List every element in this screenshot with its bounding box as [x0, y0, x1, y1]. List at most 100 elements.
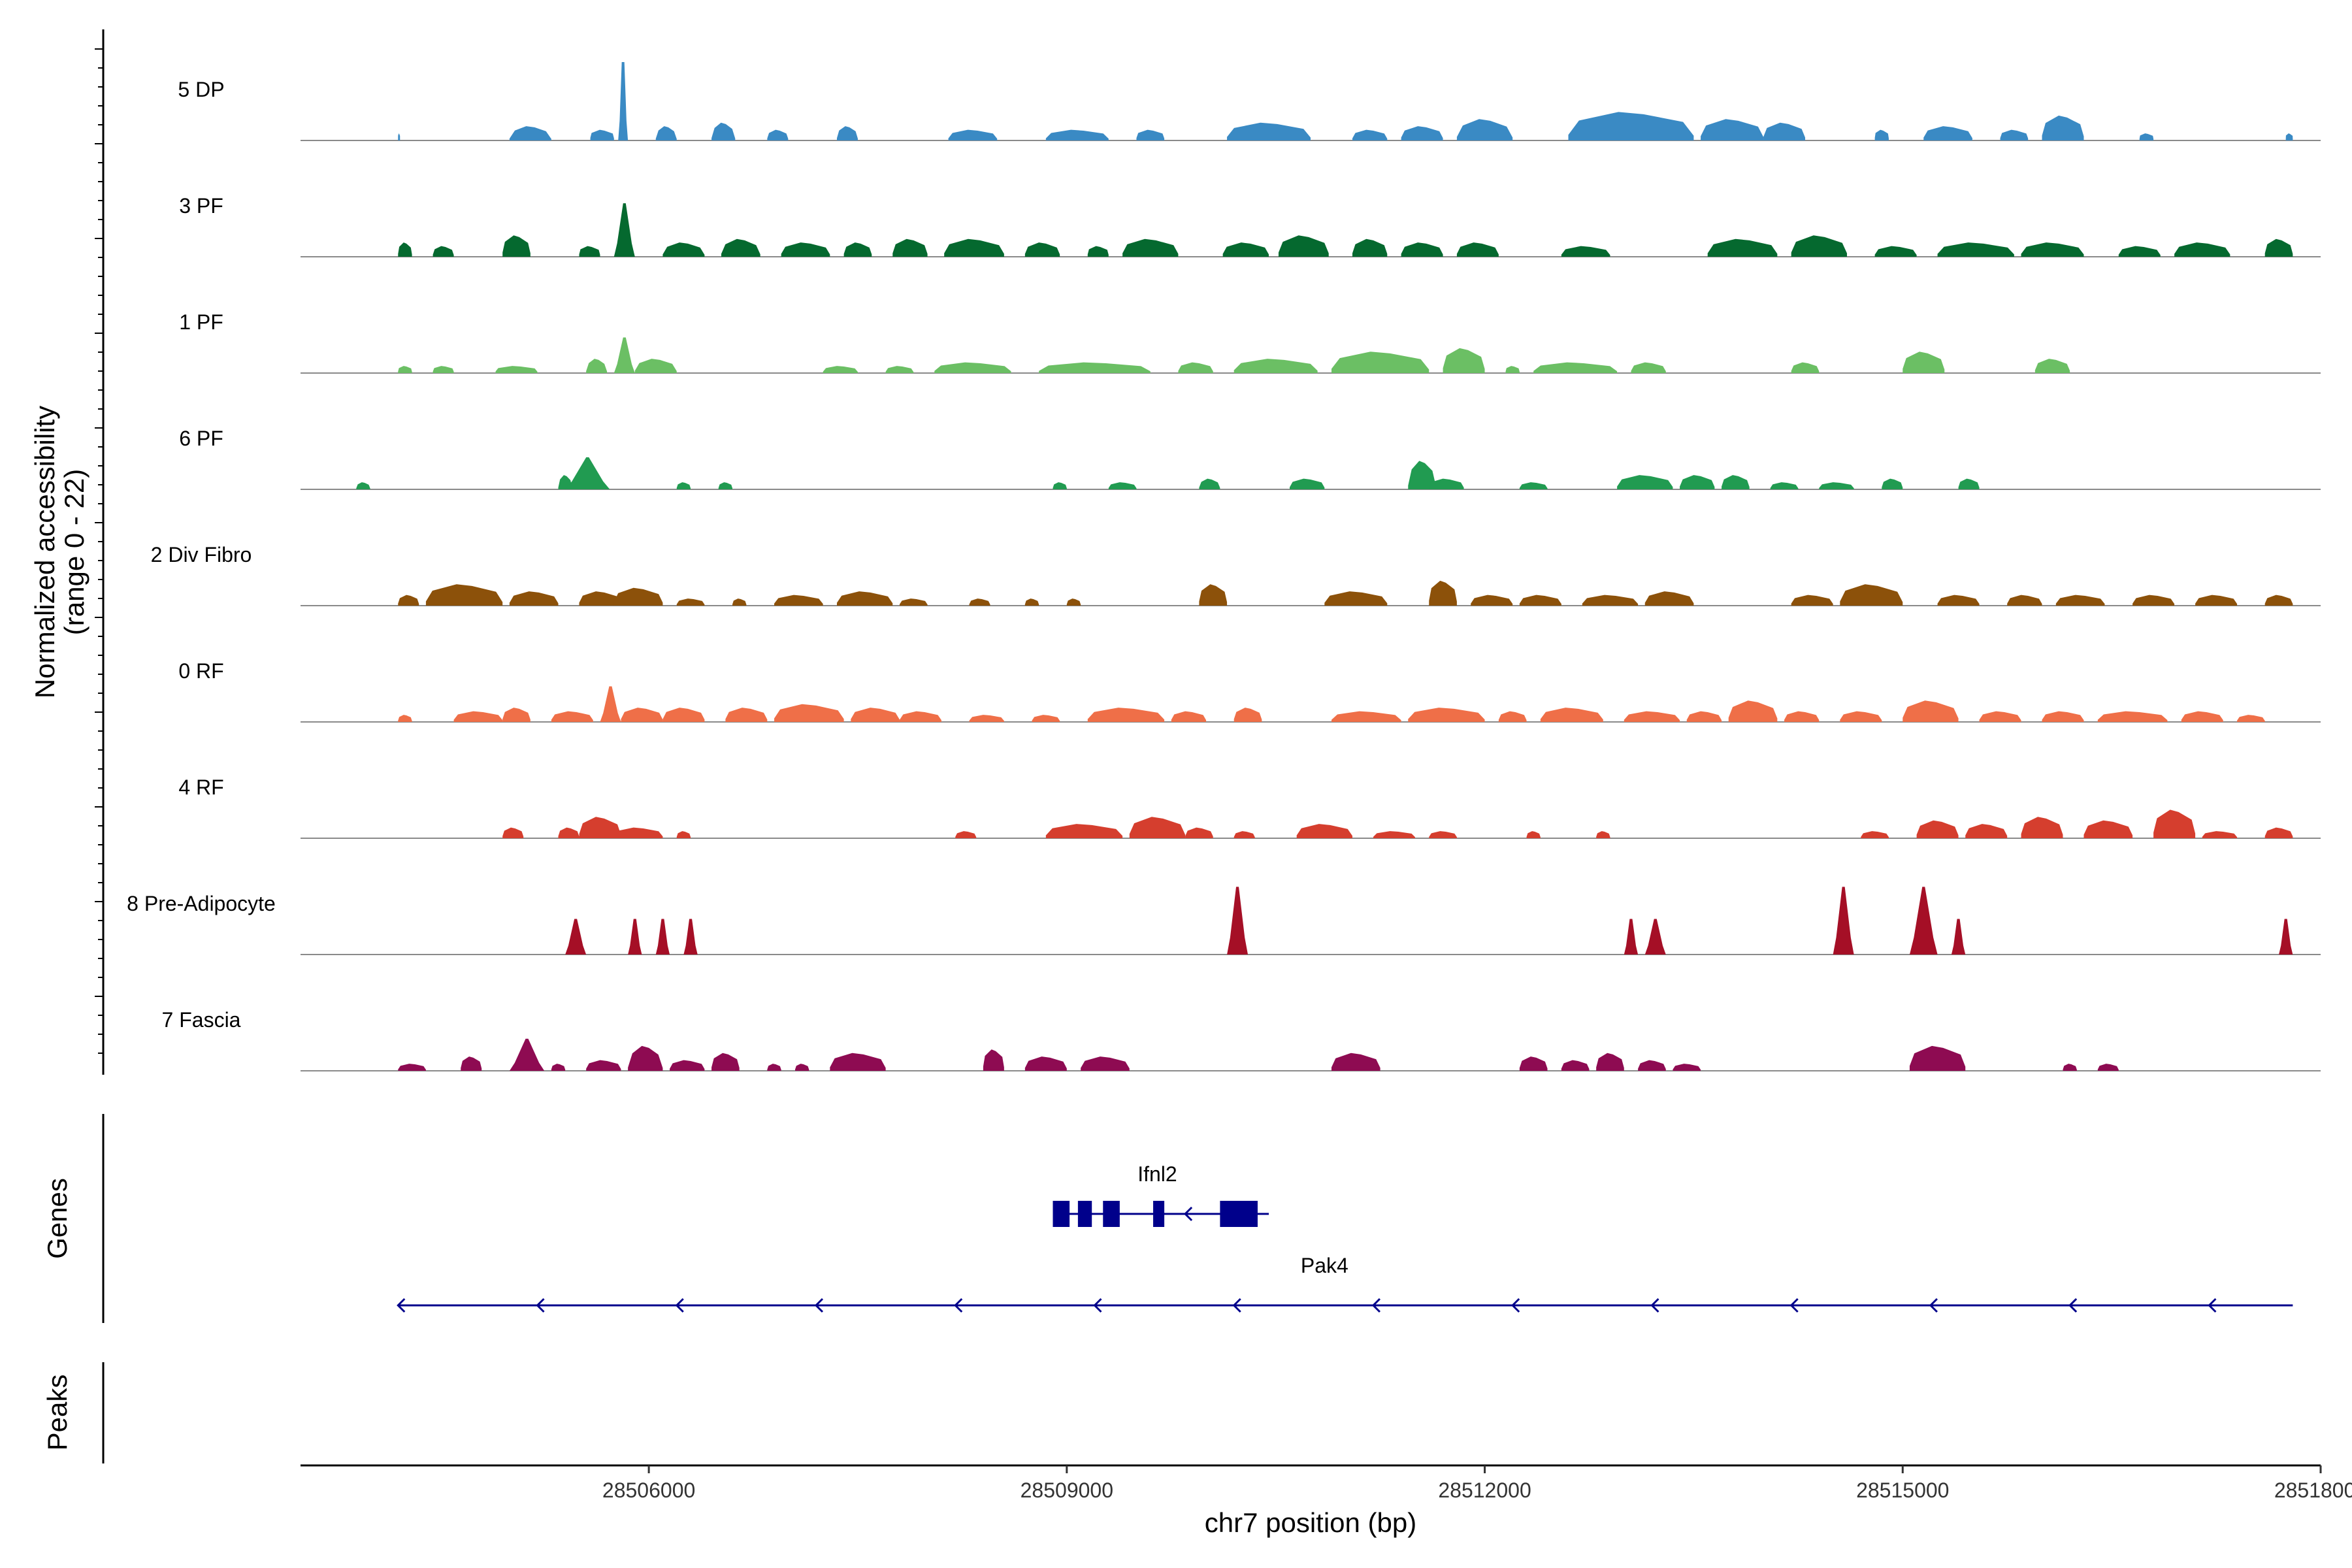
coverage-peak: [1324, 591, 1388, 606]
coverage-peak: [509, 1038, 545, 1071]
coverage-peak: [683, 919, 698, 955]
coverage-peak: [1791, 595, 1833, 606]
coverage-peak: [2279, 919, 2293, 955]
genes-panel-label: Genes: [42, 1178, 73, 1259]
coverage-peak: [2042, 711, 2084, 722]
track-label: 5 DP: [178, 78, 224, 101]
coverage-peak: [2174, 242, 2230, 257]
coverage-peak: [732, 598, 747, 606]
coverage-peak: [2264, 238, 2293, 257]
coverage-peak: [1222, 242, 1269, 257]
coverage-peak: [425, 584, 503, 606]
coverage-peak: [983, 1049, 1004, 1071]
coverage-peak: [1122, 238, 1179, 257]
coverage-peak: [2055, 595, 2105, 606]
coverage-peak: [2042, 115, 2084, 140]
coverage-peak: [1686, 711, 1722, 722]
coverage-peak: [1644, 591, 1694, 606]
coverage-peak: [892, 238, 928, 257]
track-6-pf: 6 PF: [179, 427, 2321, 490]
x-tick-label: 28509000: [1021, 1478, 1113, 1502]
coverage-peak: [1707, 238, 1778, 257]
coverage-peak: [1401, 242, 1443, 257]
coverage-peak: [1882, 478, 1903, 489]
coverage-peak: [1519, 482, 1548, 489]
coverage-peak: [1540, 708, 1603, 722]
coverage-peak: [1053, 482, 1067, 489]
coverage-peak: [590, 129, 614, 140]
x-tick-label: 28506000: [602, 1478, 695, 1502]
coverage-peak: [1680, 475, 1715, 489]
coverage-peak: [711, 122, 736, 140]
strand-arrow: [2208, 1298, 2217, 1313]
coverage-peak: [721, 238, 760, 257]
coverage-peak: [1840, 584, 1903, 606]
coverage-peak: [1644, 919, 1666, 955]
coverage-peak: [600, 686, 621, 722]
y-axis: [95, 29, 105, 1075]
coverage-peak: [586, 359, 608, 373]
coverage-peak: [1331, 1053, 1380, 1071]
coverage-peak: [1352, 129, 1388, 140]
coverage-peak: [1673, 1064, 1701, 1071]
coverage-peak: [2007, 595, 2042, 606]
coverage-peak: [795, 1064, 809, 1071]
coverage-peak: [2195, 595, 2238, 606]
coverage-peak: [398, 133, 400, 140]
coverage-peak: [955, 831, 977, 838]
coverage-peak: [1045, 824, 1123, 838]
coverage-peak: [509, 591, 559, 606]
coverage-peak: [1561, 246, 1610, 257]
x-tick-label: 28518000: [2274, 1478, 2352, 1502]
coverage-peak: [1833, 887, 1854, 955]
coverage-peak: [1233, 708, 1262, 722]
gene-ifnl2: Ifnl2: [1053, 1162, 1269, 1227]
strand-arrow: [1093, 1298, 1102, 1313]
coverage-peak: [1519, 1056, 1548, 1071]
coverage-peak: [830, 1053, 886, 1071]
coverage-peak: [618, 62, 629, 140]
strand-arrow: [397, 1298, 406, 1313]
track-label: 6 PF: [179, 427, 223, 450]
coverage-peak: [1861, 831, 1889, 838]
coverage-peak: [767, 1064, 781, 1071]
coverage-peak: [1903, 351, 1945, 373]
coverage-peak: [1129, 817, 1186, 838]
coverage-peak: [2034, 359, 2070, 373]
coverage-peak: [2285, 133, 2293, 140]
coverage-peak: [2097, 711, 2168, 722]
coverage-peak: [2021, 242, 2084, 257]
coverage-peak: [2264, 595, 2293, 606]
coverage-peak: [1087, 708, 1165, 722]
coverage-peak: [565, 457, 610, 489]
coverage-peak: [836, 126, 858, 140]
coverage-peak: [1296, 824, 1352, 838]
coverage-peak: [1456, 242, 1499, 257]
coverage-peak: [1784, 711, 1820, 722]
coverage-peak: [1278, 235, 1329, 257]
coverage-peak: [1923, 126, 1972, 140]
coverage-peak: [613, 587, 663, 606]
coverage-peak: [934, 362, 1011, 373]
coverage-peak: [711, 1053, 740, 1071]
coverage-peak: [1770, 482, 1799, 489]
gene-exon: [1077, 1201, 1092, 1227]
track-label: 0 RF: [178, 659, 223, 683]
coverage-peak: [1874, 246, 1917, 257]
coverage-peak: [1199, 478, 1220, 489]
coverage-tracks: 5 DP 3 PF 1 PF 6 PF 2 Div Fibro 0 RF 4 RF 8 Pre…: [127, 62, 2321, 1071]
coverage-peak: [509, 126, 551, 140]
coverage-peak: [2021, 817, 2063, 838]
coverage-peak: [1568, 112, 1694, 140]
coverage-peak: [461, 1056, 482, 1071]
coverage-peak: [1429, 831, 1457, 838]
coverage-peak: [2000, 129, 2029, 140]
coverage-peak: [948, 129, 998, 140]
coverage-peak: [781, 242, 830, 257]
coverage-peak: [836, 591, 893, 606]
strand-arrow: [1789, 1298, 1799, 1313]
coverage-peak: [1429, 478, 1464, 489]
strand-arrow: [675, 1298, 684, 1313]
x-axis: 28506000 28509000 28512000 28515000 28518000: [301, 1464, 2352, 1502]
coverage-peak: [1624, 711, 1680, 722]
